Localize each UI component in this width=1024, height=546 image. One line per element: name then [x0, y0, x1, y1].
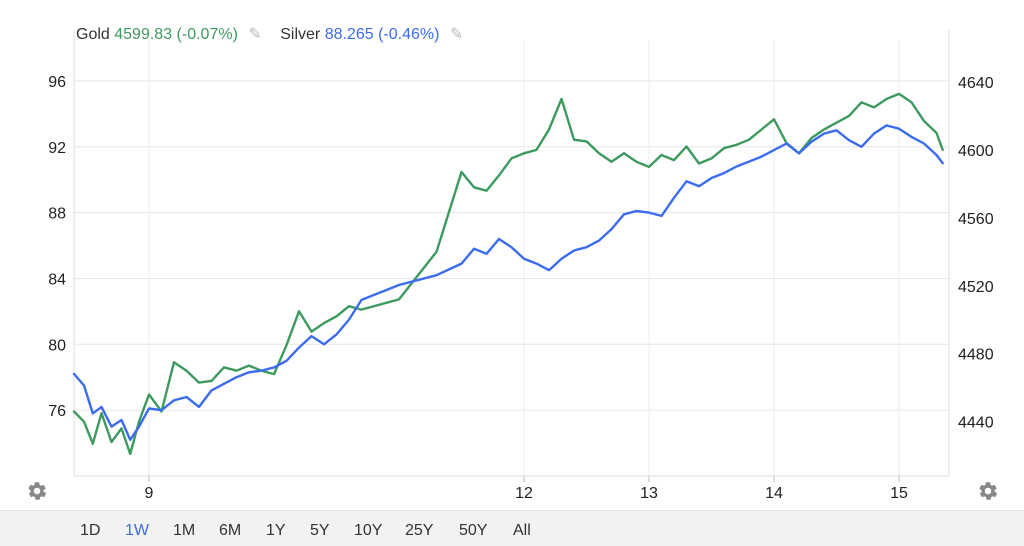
legend-gold-change: (-0.07%)	[176, 26, 238, 43]
range-selector: 1D 1W 1M 6M 1Y 5Y 10Y 25Y 50Y All	[0, 510, 1024, 546]
gear-icon[interactable]	[26, 480, 48, 502]
left-tick-label: 80	[48, 337, 66, 354]
gear-icon[interactable]	[977, 480, 999, 502]
range-button-25y[interactable]: 25Y	[405, 522, 434, 539]
legend-silver-change: (-0.46%)	[378, 26, 440, 43]
right-tick-label: 4640	[958, 75, 994, 92]
x-tick-label: 9	[145, 485, 154, 502]
left-tick-label: 84	[48, 271, 66, 288]
range-button-1w[interactable]: 1W	[125, 522, 149, 539]
legend-silver-name: Silver	[280, 26, 321, 43]
price-chart[interactable]: 96 4640 92 4600 88 4560 84 4520 80 4480 76 4440 9 12 1…	[0, 0, 1024, 510]
legend-silver-value: 88.265	[324, 26, 374, 43]
chart-legend: Gold 4599.83 (-0.07%) ✎ Silver 88.265 (-…	[76, 24, 477, 44]
right-tick-label: 4560	[958, 211, 994, 228]
range-button-1m[interactable]: 1M	[173, 522, 196, 539]
x-tick-label: 13	[640, 485, 658, 502]
right-tick-label: 4520	[958, 279, 994, 296]
left-tick-label: 88	[48, 206, 66, 223]
right-tick-label: 4480	[958, 347, 994, 364]
range-button-1y[interactable]: 1Y	[266, 522, 286, 539]
series-lines	[72, 92, 944, 456]
range-button-5y[interactable]: 5Y	[310, 522, 330, 539]
axes: 96 4640 92 4600 88 4560 84 4520 80 4480 76 4440 9 12 1…	[48, 30, 994, 502]
pencil-icon[interactable]: ✎	[248, 26, 262, 43]
x-tick-label: 14	[765, 485, 783, 502]
legend-gold-name: Gold	[76, 26, 110, 43]
range-button-10y[interactable]: 10Y	[354, 522, 383, 539]
series-line-gold	[72, 92, 944, 456]
legend-gold[interactable]: Gold 4599.83 (-0.07%) ✎	[76, 24, 262, 44]
left-tick-label: 92	[48, 140, 66, 157]
left-tick-label: 96	[48, 74, 66, 91]
series-line-silver	[72, 124, 944, 441]
range-button-50y[interactable]: 50Y	[459, 522, 488, 539]
pencil-icon[interactable]: ✎	[449, 26, 464, 43]
x-tick-label: 15	[890, 485, 908, 502]
legend-gold-value: 4599.83	[114, 26, 173, 43]
legend-silver[interactable]: Silver 88.265 (-0.46%) ✎	[280, 24, 463, 44]
range-button-6m[interactable]: 6M	[219, 522, 242, 539]
left-tick-label: 76	[48, 403, 66, 420]
right-tick-label: 4600	[958, 143, 994, 160]
right-tick-label: 4440	[958, 415, 994, 432]
x-tick-label: 12	[515, 485, 533, 502]
range-button-all[interactable]: All	[513, 522, 531, 539]
range-button-1d[interactable]: 1D	[80, 522, 101, 539]
gridlines	[74, 40, 949, 476]
